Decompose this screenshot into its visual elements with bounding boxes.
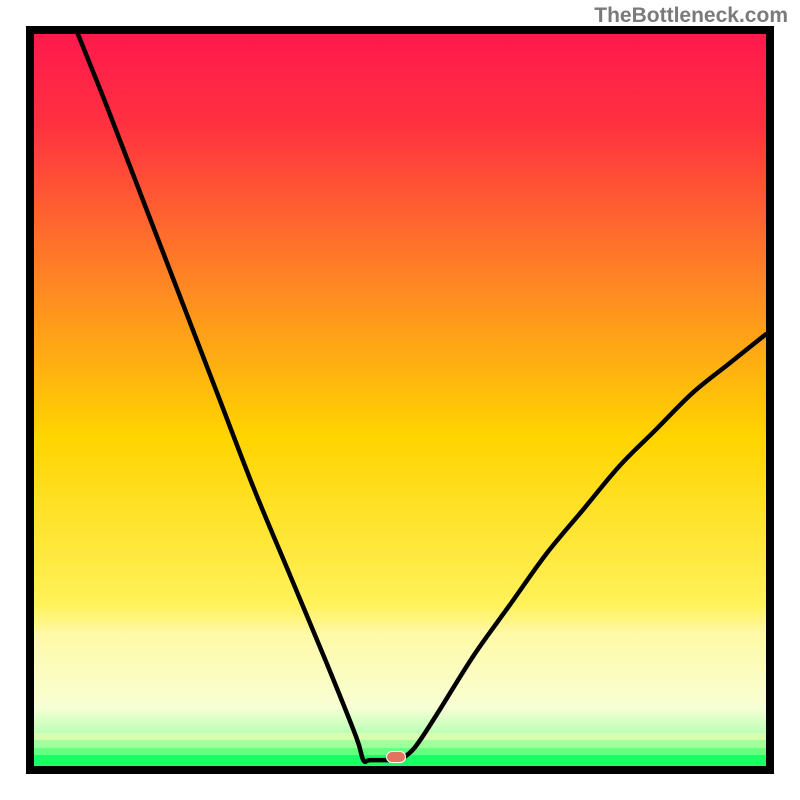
- watermark-text: TheBottleneck.com: [594, 4, 788, 28]
- plot-inner: [34, 34, 766, 766]
- curve-right-branch: [400, 334, 766, 760]
- plot-frame: [26, 26, 774, 774]
- bottleneck-curve: [34, 34, 766, 766]
- chart-container: TheBottleneck.com: [0, 0, 800, 800]
- curve-left-branch: [78, 34, 400, 762]
- minimum-marker: [386, 751, 406, 763]
